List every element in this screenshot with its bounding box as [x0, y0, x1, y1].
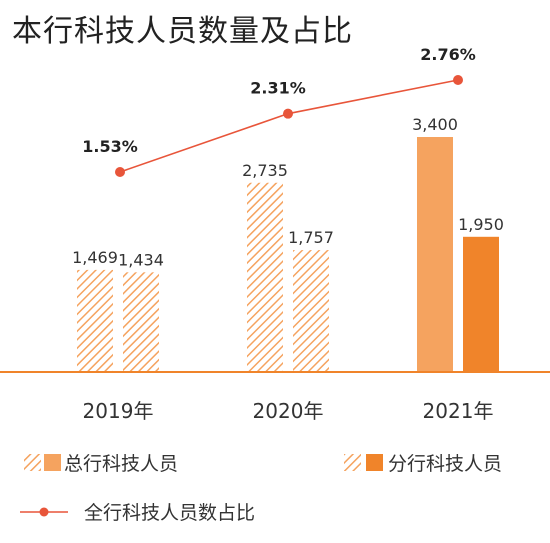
- bar-branch-2: [293, 250, 329, 371]
- bar-value-label: 2,735: [242, 161, 288, 180]
- line-value-label: 1.53%: [82, 137, 138, 156]
- legend-swatch-branch: [366, 454, 383, 471]
- x-tick-label: 2021年: [423, 399, 494, 423]
- bar-total-3: [417, 137, 453, 371]
- bar-branch-1: [123, 272, 159, 371]
- legend-swatch-hatch: [344, 454, 361, 471]
- bar-value-label: 1,757: [288, 228, 334, 247]
- x-tick-label: 2019年: [83, 399, 154, 423]
- x-tick-label: 2020年: [253, 399, 324, 423]
- line-point: [283, 108, 293, 119]
- line-value-label: 2.31%: [250, 79, 306, 98]
- bar-value-label: 1,469: [72, 248, 118, 267]
- legend-line-marker: [39, 507, 49, 517]
- bar-value-label: 3,400: [412, 115, 458, 134]
- chart-title: 本行科技人员数量及占比: [12, 14, 353, 49]
- legend-swatch-hatch: [24, 454, 41, 471]
- line-point: [453, 75, 463, 85]
- bar-branch-3: [463, 236, 499, 371]
- legend-label-branch: 分行科技人员: [388, 453, 502, 475]
- bar-value-label: 1,950: [458, 215, 504, 234]
- legend-label-total: 总行科技人员: [64, 453, 178, 475]
- bar-total-1: [77, 269, 113, 371]
- line-point: [115, 167, 125, 177]
- legend-label-ratio: 全行科技人员数占比: [84, 502, 255, 524]
- bar-value-label: 1,434: [118, 250, 164, 269]
- legend-swatch-total: [44, 454, 61, 471]
- line-value-label: 2.76%: [420, 45, 476, 64]
- bar-total-2: [247, 182, 283, 371]
